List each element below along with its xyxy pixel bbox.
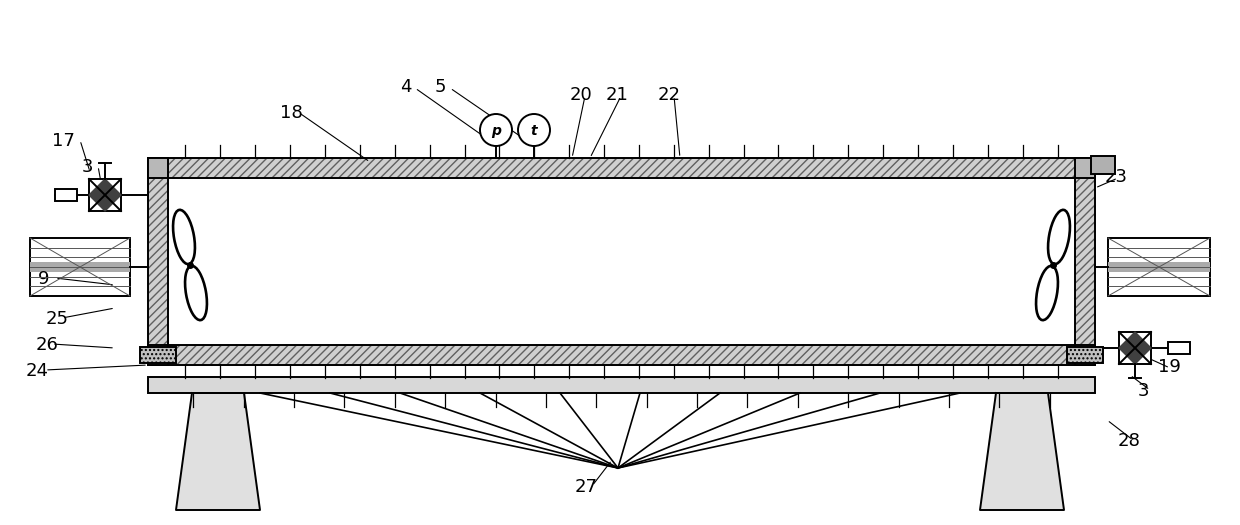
Polygon shape xyxy=(176,393,260,510)
Polygon shape xyxy=(980,393,1064,510)
Bar xyxy=(1109,238,1210,296)
Circle shape xyxy=(480,114,512,146)
Bar xyxy=(1118,332,1151,364)
Text: 24: 24 xyxy=(26,362,50,380)
Bar xyxy=(30,238,130,296)
Text: 28: 28 xyxy=(1118,432,1141,450)
Bar xyxy=(140,347,176,363)
Text: 26: 26 xyxy=(36,336,58,354)
Text: 3: 3 xyxy=(1138,382,1149,400)
Bar xyxy=(55,189,77,201)
Bar xyxy=(1075,158,1095,178)
Bar xyxy=(148,178,167,345)
Text: 4: 4 xyxy=(401,78,412,96)
Bar xyxy=(1075,178,1095,345)
Bar xyxy=(148,377,1095,393)
Bar xyxy=(167,345,1075,365)
Text: 22: 22 xyxy=(658,86,681,104)
Bar xyxy=(30,262,130,272)
Bar xyxy=(148,158,1095,365)
Bar xyxy=(1168,342,1190,354)
Bar xyxy=(167,158,1075,178)
Bar xyxy=(1091,156,1115,174)
Text: 27: 27 xyxy=(575,478,598,496)
Text: 20: 20 xyxy=(570,86,593,104)
Text: 19: 19 xyxy=(1158,358,1180,376)
Bar xyxy=(167,178,1075,345)
Text: 18: 18 xyxy=(280,104,303,122)
Text: 25: 25 xyxy=(46,310,69,328)
Bar xyxy=(89,179,122,211)
Polygon shape xyxy=(1118,332,1151,364)
Bar xyxy=(1066,347,1104,363)
Text: p: p xyxy=(491,124,501,138)
Text: 3: 3 xyxy=(82,158,93,176)
Bar xyxy=(1075,345,1095,365)
Text: 21: 21 xyxy=(606,86,629,104)
Circle shape xyxy=(518,114,551,146)
Text: 17: 17 xyxy=(52,132,74,150)
Bar xyxy=(148,158,167,178)
Text: 23: 23 xyxy=(1105,168,1128,186)
Text: t: t xyxy=(531,124,537,138)
Polygon shape xyxy=(89,179,122,211)
Text: 5: 5 xyxy=(435,78,446,96)
Bar xyxy=(148,345,167,365)
Bar xyxy=(1109,262,1210,272)
Text: 9: 9 xyxy=(38,270,50,288)
